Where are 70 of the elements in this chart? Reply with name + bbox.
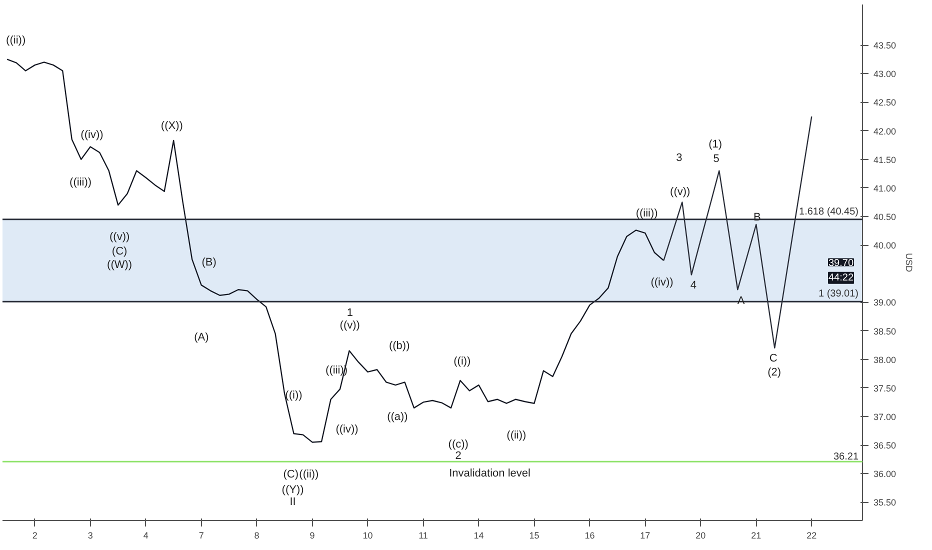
annotation: ((v))	[109, 230, 130, 243]
annotation: (B)	[202, 256, 216, 268]
x-tick-label: 9	[310, 530, 315, 540]
x-tick-label: 11	[418, 530, 428, 540]
x-tick-label: 8	[254, 530, 260, 540]
annotation: ((c))	[448, 438, 468, 450]
text: 39.70	[828, 258, 854, 269]
y-tick-label: 35.50	[874, 498, 896, 508]
x-tick-label: 7	[198, 530, 204, 540]
annotation: ((iv))	[80, 128, 104, 141]
x-tick-label: 10	[362, 530, 373, 540]
annotation: (C)	[112, 246, 128, 258]
y-tick-label: 38.00	[874, 354, 896, 365]
annotation: ((iii))	[636, 208, 658, 220]
annotation: ((iii))	[70, 176, 92, 188]
x-tick-label: 4	[143, 530, 148, 540]
annotation: Invalidation level	[449, 468, 530, 480]
y-tick-label: 42.50	[874, 98, 896, 108]
annotation: ((X))	[160, 120, 183, 132]
annotation: (2)	[768, 366, 782, 378]
ref-line-label: 1 (39.01)	[818, 288, 859, 300]
x-tick-label: 16	[584, 530, 595, 540]
text: 44:22	[828, 272, 854, 284]
annotation: (C)	[283, 468, 299, 481]
x-tick-label: 14	[474, 530, 484, 540]
ref-line-label: 36.21	[833, 452, 859, 463]
y-tick-label: 36.50	[874, 440, 896, 451]
x-tick-label: 21	[751, 530, 762, 540]
annotation: ((i))	[285, 390, 302, 402]
y-tick-label: 36.00	[874, 469, 896, 480]
annotation: ((a))	[387, 411, 408, 424]
y-tick-label: 41.50	[874, 154, 896, 165]
annotation: 1	[346, 306, 353, 319]
ref-line-label: 1.618 (40.45)	[799, 206, 859, 218]
annotation: ((v))	[340, 320, 360, 332]
y-tick-label: 43.00	[874, 69, 896, 80]
x-tick-label: 22	[806, 530, 817, 540]
y-axis-title: USD	[904, 253, 914, 272]
annotation: ((ii))	[506, 430, 526, 442]
annotation: (A)	[194, 331, 209, 344]
annotation: ((iv))	[650, 276, 674, 289]
annotation: II	[290, 496, 296, 508]
annotation: 2	[455, 450, 462, 462]
y-tick-label: 40.50	[874, 212, 896, 222]
y-tick-label: 42.00	[874, 126, 896, 136]
annotation: ((b))	[388, 340, 410, 352]
annotation: 5	[713, 153, 720, 166]
x-tick-label: 3	[88, 530, 93, 540]
annotation: ((v))	[670, 186, 690, 198]
y-tick-label: 37.00	[874, 412, 896, 422]
annotation: C	[769, 352, 778, 365]
annotation: ((ii))	[6, 34, 26, 46]
y-tick-label: 39.00	[874, 298, 896, 308]
annotation: ((Y))	[282, 484, 304, 496]
x-tick-label: 17	[640, 530, 650, 540]
annotation: ((W))	[107, 259, 132, 272]
y-tick-label: 41.00	[874, 183, 896, 194]
y-tick-label: 40.00	[874, 240, 896, 251]
y-tick-label: 37.50	[874, 383, 896, 394]
x-tick-label: 15	[529, 530, 540, 540]
annotation: ((ii))	[299, 468, 319, 481]
annotation: 4	[690, 280, 697, 292]
y-tick-label: 43.50	[874, 40, 896, 51]
x-tick-label: 20	[696, 530, 706, 540]
annotation: ((i))	[454, 356, 471, 368]
y-tick-label: 38.50	[874, 326, 896, 336]
annotation: 3	[676, 152, 682, 164]
annotation: (1)	[708, 138, 722, 151]
annotation: ((iv))	[336, 424, 358, 436]
x-tick-label: 2	[32, 530, 38, 540]
